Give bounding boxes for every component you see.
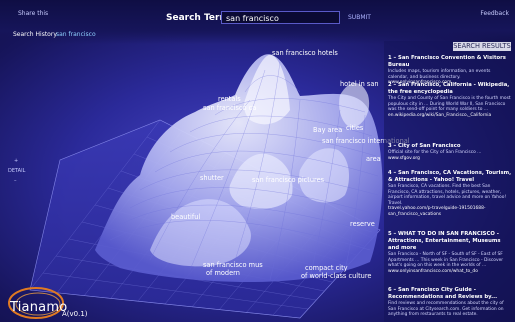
- result-item[interactable]: 5 – WHAT TO DO IN SAN FRANCISCO - Attrac…: [388, 231, 512, 274]
- label-compact-city[interactable]: compact city: [305, 264, 348, 272]
- feedback-link[interactable]: Feedback: [480, 10, 509, 17]
- search-results-panel: SEARCH RESULTS 1 – San Francisco Convent…: [384, 41, 515, 322]
- result-url[interactable]: www.onlyinsanfrancisco.com: [388, 80, 452, 86]
- result-title[interactable]: 5 – WHAT TO DO IN SAN FRANCISCO - Attrac…: [388, 231, 501, 251]
- result-item[interactable]: 6 – San Francisco City Guide - Recommend…: [388, 287, 512, 318]
- search-input[interactable]: san francisco: [221, 11, 340, 24]
- result-title[interactable]: 6 – San Francisco City Guide - Recommend…: [388, 287, 498, 300]
- label-shutter[interactable]: shutter: [200, 174, 224, 182]
- search-history-label: Search History: [13, 31, 57, 38]
- result-description: Official site for the City of San Franci…: [388, 150, 482, 155]
- detail-label: DETAIL: [8, 168, 26, 174]
- label-museum[interactable]: san francisco mus: [203, 261, 263, 269]
- version-label: A(v0.1): [62, 310, 88, 318]
- label-reserve[interactable]: reserve: [350, 220, 375, 228]
- result-description: Includes maps, tourism information, an e…: [388, 69, 491, 80]
- result-url[interactable]: www.onlyinsanfrancisco.com/what_to_do: [388, 268, 478, 274]
- search-history-item[interactable]: san francisco: [56, 31, 96, 38]
- label-san-francisco-ca[interactable]: san francisco ca: [203, 104, 256, 112]
- result-item[interactable]: 3 – City of San Francisco Official site …: [388, 143, 512, 161]
- zoom-in-button[interactable]: +: [14, 158, 19, 164]
- result-description: Find reviews and recommendations about t…: [388, 301, 504, 318]
- label-museum-2[interactable]: of modern: [206, 269, 240, 277]
- label-cities[interactable]: cities: [346, 124, 364, 132]
- share-link[interactable]: Share this: [18, 10, 49, 17]
- label-compact-city-2[interactable]: of world-class culture: [301, 272, 371, 280]
- result-item[interactable]: 1 – San Francisco Convention & Visitors …: [388, 55, 512, 86]
- search-results-header: SEARCH RESULTS: [453, 42, 511, 51]
- label-beautiful[interactable]: beautiful: [171, 213, 200, 221]
- zoom-out-button[interactable]: –: [14, 178, 17, 184]
- label-san-francisco-international[interactable]: san francisco international: [322, 137, 410, 145]
- logo-text: Tianamo: [10, 300, 68, 315]
- result-title[interactable]: 4 – San Francisco, CA Vacations, Tourism…: [388, 170, 512, 183]
- label-hotel-in-san[interactable]: hotel in san: [340, 80, 379, 88]
- result-url[interactable]: www.sfgov.org: [388, 155, 420, 161]
- terrain-labels: san francisco hotels hotel in san rental…: [171, 49, 410, 280]
- result-url[interactable]: en.wikipedia.org/wiki/San_Francisco,_Cal…: [388, 112, 492, 118]
- result-description: The City and County of San Francisco is …: [388, 96, 511, 113]
- label-san-francisco-pictures[interactable]: san francisco pictures: [252, 176, 325, 184]
- search-label: Search Terms:: [166, 13, 238, 23]
- result-item[interactable]: 2 – San Francisco, California - Wikipedi…: [388, 82, 512, 118]
- terrain-surface: [95, 54, 383, 282]
- result-description: San Francisco, CA vacations. Find the be…: [388, 184, 507, 206]
- result-url[interactable]: travel.yahoo.com/p-travelguide-191501688…: [388, 206, 486, 217]
- result-title[interactable]: 1 – San Francisco Convention & Visitors …: [388, 55, 506, 68]
- label-rentals[interactable]: rentals: [218, 95, 241, 103]
- result-title[interactable]: 2 – San Francisco, California - Wikipedi…: [388, 82, 510, 95]
- result-title[interactable]: 3 – City of San Francisco: [388, 143, 461, 149]
- result-description: San Francisco - North of SF - South of S…: [388, 252, 504, 269]
- label-san-francisco-hotels[interactable]: san francisco hotels: [272, 49, 338, 57]
- submit-button[interactable]: SUBMIT: [348, 14, 371, 21]
- label-area[interactable]: area: [366, 155, 381, 163]
- result-item[interactable]: 4 – San Francisco, CA Vacations, Tourism…: [388, 170, 512, 218]
- logo-swirl-icon: [8, 287, 64, 319]
- label-bay-area[interactable]: Bay area: [313, 126, 342, 134]
